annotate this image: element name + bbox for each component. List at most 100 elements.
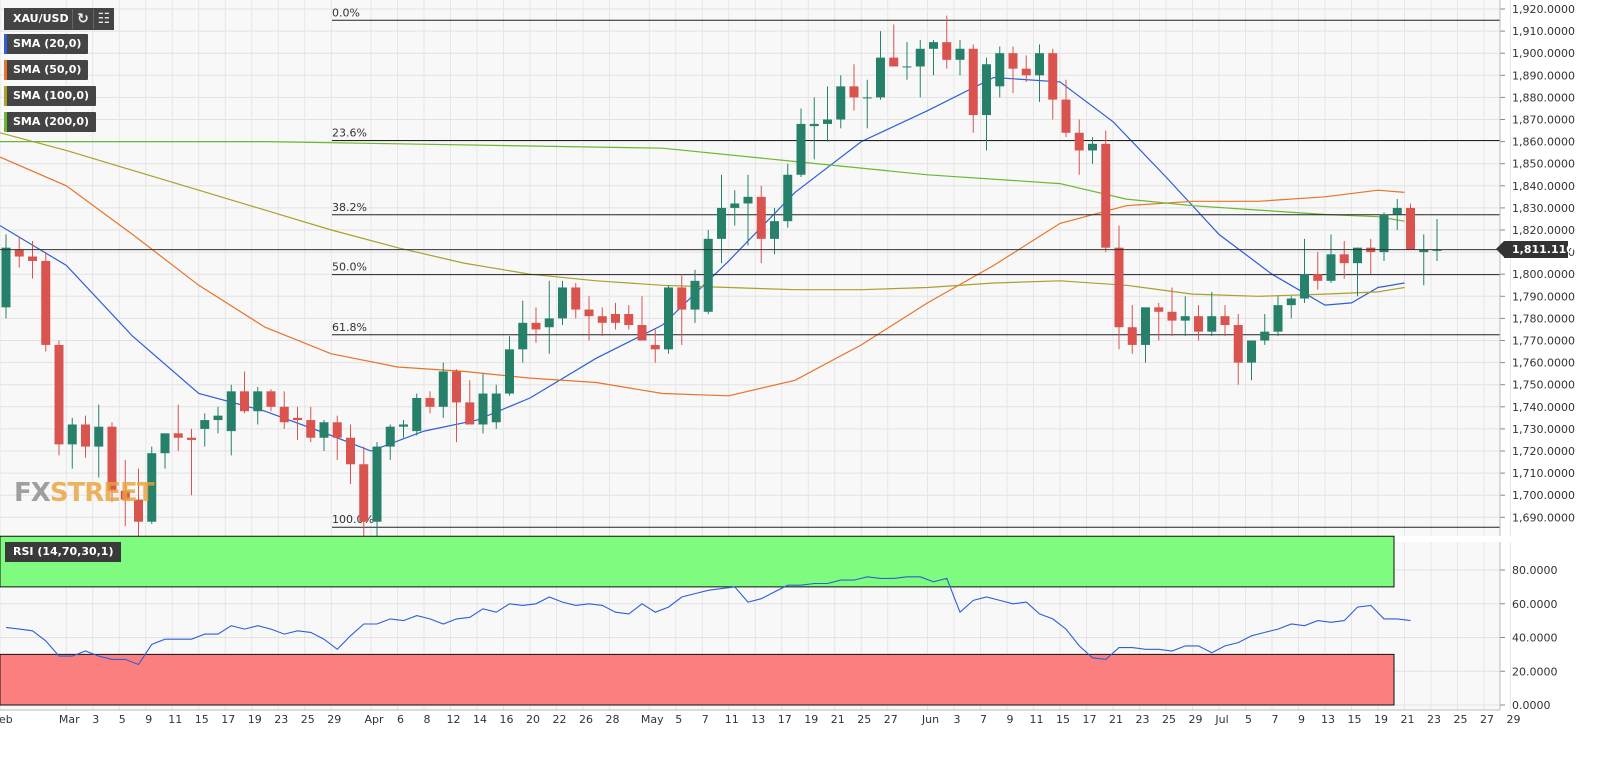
bear-candle (849, 86, 859, 98)
bear-candle (54, 344, 64, 445)
rsi-tick-label: 80.0000 (1512, 564, 1558, 577)
time-tick-label: Jul (1214, 713, 1228, 726)
price-tick-label: 1,710.0000 (1512, 467, 1575, 480)
price-tick-label: 1,830.0000 (1512, 202, 1575, 215)
time-tick-label: 17 (1083, 713, 1097, 726)
bear-candle (584, 309, 594, 317)
bear-candle (1154, 307, 1164, 312)
bull-candle (796, 123, 806, 175)
bull-candle (1353, 247, 1362, 264)
rsi-tick-label: 40.0000 (1512, 632, 1558, 645)
bull-candle (902, 66, 912, 68)
sma100-swatch (4, 86, 7, 106)
bear-candle (1114, 247, 1124, 328)
time-tick-label: Mar (59, 713, 80, 726)
legend-sma20[interactable]: SMA (20,0) (4, 34, 89, 54)
main-plot-background (0, 0, 1500, 536)
oversold-zone (0, 653, 1395, 706)
bear-candle (332, 422, 342, 438)
time-tick-label: 15 (1348, 713, 1362, 726)
bear-candle (1167, 311, 1177, 321)
time-tick-label: 8 (424, 713, 431, 726)
bull-candle (955, 48, 965, 60)
bull-candle (478, 393, 488, 425)
legend-sma100[interactable]: SMA (100,0) (4, 86, 97, 106)
time-tick-label: 15 (1056, 713, 1070, 726)
time-tick-label: 13 (751, 713, 765, 726)
time-tick-label: 11 (1030, 713, 1044, 726)
time-tick-label: Apr (364, 713, 384, 726)
time-tick-label: May (641, 713, 664, 726)
price-tick-label: 1,750.0000 (1512, 379, 1575, 392)
legend-sma200[interactable]: SMA (200,0) (4, 112, 97, 132)
symbol-label[interactable]: XAU/USD (13, 12, 69, 25)
rsi-tick-label: 0.0000 (1512, 699, 1551, 712)
bull-candle (438, 371, 448, 407)
price-tick-label: 1,770.0000 (1512, 335, 1575, 348)
bull-candle (399, 424, 408, 427)
price-tick-label: 1,880.0000 (1512, 91, 1575, 104)
legend-sma20-label: SMA (20,0) (13, 37, 82, 50)
time-tick-label: 19 (1374, 713, 1388, 726)
bull-candle (558, 287, 567, 319)
bull-candle (862, 97, 872, 99)
sma-lines (0, 76, 1405, 452)
bull-candle (783, 174, 793, 222)
bull-candle (809, 123, 819, 127)
bear-candle (1339, 254, 1349, 264)
bull-candle (876, 57, 885, 98)
bear-candle (1313, 274, 1323, 281)
time-tick-label: 27 (1480, 713, 1494, 726)
time-tick-label: 19 (248, 713, 262, 726)
time-tick-label: 28 (606, 713, 620, 726)
fib-label: 50.0% (332, 261, 367, 274)
time-tick-label: 23 (1136, 713, 1150, 726)
time-tick-label: 9 (1007, 713, 1014, 726)
time-tick-label: 25 (1162, 713, 1176, 726)
bear-candle (1048, 53, 1058, 100)
fxstreet-watermark: FXSTREET (14, 478, 155, 508)
bull-candle (385, 426, 395, 447)
price-tick-label: 1,900.0000 (1512, 47, 1575, 60)
legend-sma50[interactable]: SMA (50,0) (4, 60, 89, 80)
time-tick-label: 19 (804, 713, 818, 726)
watermark-street: STREET (49, 478, 155, 508)
refresh-icon[interactable]: ↻ (72, 9, 93, 29)
time-tick-label: 9 (145, 713, 152, 726)
bull-candle (1392, 207, 1402, 215)
bear-candle (134, 499, 143, 522)
legend-sma50-label: SMA (50,0) (13, 63, 82, 76)
bull-candle (226, 391, 236, 432)
bear-candle (531, 322, 541, 330)
bull-candle (717, 207, 726, 239)
price-axis: 1,690.0000 1,700.0000 1,710.0000 1,720.0000… (1499, 0, 1575, 536)
time-tick-label: 17 (778, 713, 792, 726)
time-tick-label: 21 (1401, 713, 1415, 726)
time-tick-label: 25 (1454, 713, 1468, 726)
bear-candle (107, 426, 117, 491)
bear-candle (240, 391, 249, 412)
bear-candle (306, 420, 316, 438)
rsi-legend[interactable]: RSI (14,70,30,1) (5, 542, 122, 562)
bull-candle (1035, 53, 1044, 76)
price-tick-label: 1,690.0000 (1512, 511, 1575, 524)
time-tick-label: 21 (831, 713, 845, 726)
bull-candle (995, 53, 1005, 87)
time-tick-label: 5 (675, 713, 682, 726)
time-tick-label: 16 (500, 713, 514, 726)
bear-candle (1194, 316, 1203, 332)
time-tick-label: 21 (1109, 713, 1123, 726)
price-tick-label: 1,870.0000 (1512, 114, 1575, 127)
bull-candle (147, 453, 157, 522)
bear-candle (571, 287, 581, 310)
sma50-swatch (4, 60, 7, 80)
time-tick-label: Jun (921, 713, 939, 726)
bull-candle (982, 64, 991, 116)
time-tick-label: 14 (473, 713, 487, 726)
price-tick-label: 1,920.0000 (1512, 3, 1575, 16)
bull-candle (253, 391, 263, 412)
bull-candle (1088, 143, 1097, 151)
time-tick-label: 25 (301, 713, 315, 726)
bar-chart-icon[interactable]: ☷ (93, 9, 114, 29)
